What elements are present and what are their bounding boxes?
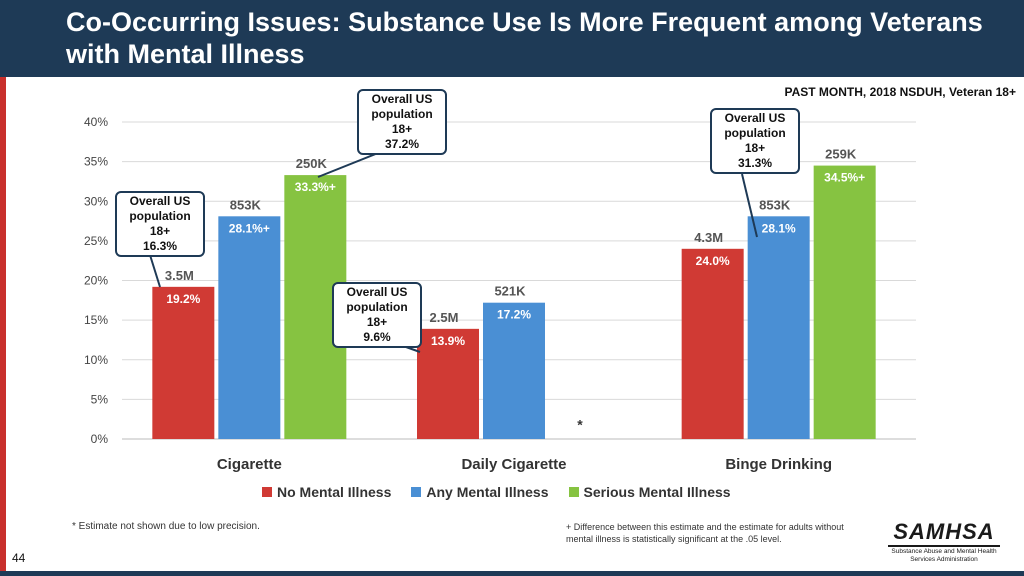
footnote-low-precision: * Estimate not shown due to low precisio… [72, 521, 260, 532]
callout-overall-cigarette: Overall US population 18+ 16.3% [115, 191, 205, 257]
bar-count-label: 259K [825, 147, 857, 162]
legend-swatch [262, 487, 272, 497]
callout-pointer [149, 254, 161, 288]
footnote-significance: + Difference between this estimate and t… [566, 522, 844, 544]
bar-value-label: 28.1%+ [229, 221, 270, 235]
y-tick-label: 10% [84, 353, 108, 367]
legend-item-any-mental-illness: Any Mental Illness [411, 484, 549, 500]
bar-value-label: 28.1% [762, 221, 796, 235]
y-tick-label: 30% [84, 194, 108, 208]
bar [813, 165, 876, 439]
callout-line: population [129, 209, 191, 223]
left-accent-stripe [0, 0, 6, 576]
callout-line: 9.6% [363, 330, 391, 344]
bar-value-label: 33.3%+ [295, 180, 336, 194]
bar-value-label: 19.2% [166, 292, 200, 306]
callout-line: 31.3% [737, 156, 773, 170]
y-tick-label: 25% [84, 234, 108, 248]
callout-overall-cigarette-smi: Overall US population 18+ 37.2% [357, 89, 447, 155]
y-tick-label: 20% [84, 274, 108, 288]
callout-line: 18+ [744, 141, 766, 155]
bar-count-label: 521K [494, 284, 526, 299]
x-category-label: Binge Drinking [725, 456, 832, 473]
bar [152, 286, 215, 439]
callout-line: Overall US [346, 285, 408, 299]
bar-count-label: 250K [296, 156, 328, 171]
legend-label: Serious Mental Illness [583, 484, 731, 500]
y-tick-label: 5% [91, 392, 109, 406]
bottom-border [0, 571, 1024, 576]
bar-value-label: 13.9% [431, 334, 465, 348]
logo-subtitle: Substance Abuse and Mental Health Servic… [891, 548, 997, 563]
y-tick-label: 0% [91, 432, 109, 446]
bar [218, 216, 281, 439]
y-tick-label: 15% [84, 313, 108, 327]
callout-line: Overall US [129, 194, 191, 208]
bar-value-label: 17.2% [497, 308, 531, 322]
bar-count-label: 853K [759, 197, 791, 212]
logo-rule [888, 545, 1000, 547]
callout-line: 37.2% [384, 137, 420, 151]
bar-count-label: 853K [230, 197, 262, 212]
callout-line: 18+ [366, 315, 388, 329]
callout-line: 16.3% [142, 239, 178, 253]
bar-chart: 0% 5% 10% 15% 20% 25% 30% 35% 40% 19.2% 3.5M 28.1%+… [84, 115, 916, 473]
page-number: 44 [12, 551, 26, 565]
y-tick-label: 40% [84, 115, 108, 129]
legend-swatch [568, 487, 579, 497]
bar [681, 248, 744, 439]
bar-count-label: 2.5M [430, 310, 459, 325]
callout-overall-binge-drinking: Overall US population 18+ 31.3% [710, 108, 800, 174]
title-banner: Co-Occurring Issues: Substance Use Is Mo… [0, 0, 1024, 77]
suppressed-marker: * [577, 416, 583, 432]
bar-value-label: 24.0% [696, 254, 730, 268]
callout-line: 18+ [149, 224, 171, 238]
callout-overall-daily-cigarette: Overall US population 18+ 9.6% [332, 282, 422, 348]
bar [747, 216, 810, 439]
bar-value-label: 34.5%+ [824, 171, 865, 185]
y-tick-label: 35% [84, 155, 108, 169]
chart-subtitle: PAST MONTH, 2018 NSDUH, Veteran 18+ [784, 85, 1016, 99]
bar [417, 328, 479, 439]
bar [483, 302, 545, 439]
legend-label: No Mental Illness [277, 484, 392, 500]
x-category-label: Cigarette [217, 456, 282, 473]
legend-item-serious-mental-illness: Serious Mental Illness [568, 484, 731, 500]
callout-line: population [371, 107, 433, 121]
callout-line: Overall US [371, 92, 433, 106]
callout-line: Overall US [724, 111, 786, 125]
legend-swatch [411, 487, 422, 497]
bar-count-label: 4.3M [694, 230, 723, 245]
chart-legend: No Mental Illness Any Mental Illness Ser… [262, 484, 731, 500]
callout-line: 18+ [391, 122, 413, 136]
callout-line: population [346, 300, 408, 314]
samhsa-logo: SAMHSA Substance Abuse and Mental Health… [884, 520, 1004, 564]
x-category-label: Daily Cigarette [461, 456, 566, 473]
legend-label: Any Mental Illness [426, 484, 549, 500]
legend-item-no-mental-illness: No Mental Illness [262, 484, 391, 500]
callout-line: population [724, 126, 786, 140]
page-title: Co-Occurring Issues: Substance Use Is Mo… [66, 7, 983, 69]
bar-count-label: 3.5M [165, 268, 194, 283]
callout-pointer [741, 173, 758, 238]
logo-wordmark: SAMHSA [893, 519, 995, 544]
